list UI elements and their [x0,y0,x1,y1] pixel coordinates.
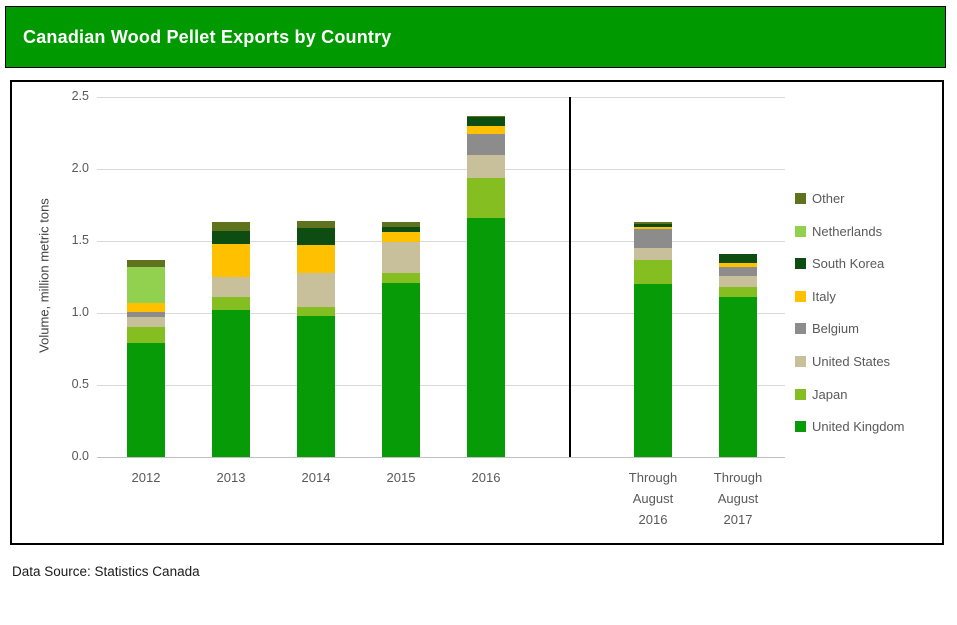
chart-title-bar: Canadian Wood Pellet Exports by Country [5,6,946,68]
legend-label: Belgium [812,320,859,336]
bar-segment-japan [382,273,420,283]
y-tick-label: 2.0 [71,161,89,175]
legend-item-netherlands: Netherlands [795,221,882,241]
bar-segment-united-kingdom [382,283,420,457]
bar-segment-united-states [634,248,672,260]
bar-segment-united-kingdom [719,297,757,457]
x-tick-label: 2012 [131,470,161,485]
bar-segment-united-kingdom [212,310,250,457]
bar-segment-south-korea [212,231,250,244]
legend-label: United States [812,353,891,369]
bar-segment-south-korea [382,227,420,232]
bar-segment-south-korea [297,228,335,245]
legend-label: United Kingdom [812,418,905,434]
chart-panel: Volume, million metric tons 0.0 0.5 1.0 1.5… [10,80,944,545]
data-source-note: Data Source: Statistics Canada [12,564,200,579]
plot-area: Volume, million metric tons 0.0 0.5 1.0 1.5… [12,82,942,543]
legend-item-south-korea: South Korea [795,253,884,273]
legend-swatch [795,225,806,237]
gridline [97,241,785,242]
y-tick-label: 1.5 [71,233,89,247]
bar-segment-italy [297,245,335,273]
legend-item-united-states: United States [795,351,890,371]
bar-segment-united-kingdom [467,218,505,457]
bar-segment-netherlands [127,267,165,303]
bar-segment-italy [382,232,420,242]
bar-segment-south-korea [467,117,505,126]
gridline [97,97,785,98]
legend-item-belgium: Belgium [795,318,859,338]
x-tick-label: 2013 [216,470,246,485]
gridline [97,169,785,170]
legend-swatch [795,257,806,269]
x-tick-label: 2015 [386,470,416,485]
bar-segment-italy [467,126,505,134]
bar-segment-italy [634,227,672,229]
bar-segment-italy [719,263,757,267]
period-divider-line [569,97,571,457]
bar-segment-japan [634,260,672,284]
legend-swatch [795,192,806,204]
legend-item-united-kingdom: United Kingdom [795,416,905,436]
x-tick-label: 2014 [301,470,331,485]
y-axis-title: Volume, million metric tons [36,198,52,353]
bar-segment-italy [127,303,165,312]
legend-label: South Korea [812,255,885,271]
y-tick-label: 0.0 [71,449,89,463]
legend-item-other: Other [795,188,845,208]
bar-segment-other [467,116,505,117]
legend-item-japan: Japan [795,384,847,404]
bar-segment-united-states [719,276,757,287]
bar-segment-other [212,222,250,231]
bar-segment-belgium [634,229,672,248]
bar-segment-japan [297,307,335,316]
bar-segment-other [634,222,672,224]
legend-label: Italy [812,288,836,304]
x-tick-label: Through August 2017 [713,470,763,527]
y-tick-label: 0.5 [71,377,89,391]
gridline [97,313,785,314]
bar-segment-united-states [212,277,250,297]
y-tick-label: 1.0 [71,305,89,319]
bar-segment-belgium [127,312,165,317]
gridline [97,385,785,386]
legend-label: Other [812,190,845,206]
bar-segment-united-kingdom [127,343,165,457]
legend-item-italy: Italy [795,286,836,306]
bar-segment-japan [212,297,250,310]
gridline [97,457,785,458]
bar-segment-united-states [297,273,335,307]
bar-segment-other [127,260,165,267]
bar-segment-united-kingdom [297,316,335,457]
bar-segment-japan [719,287,757,297]
bar-segment-japan [127,327,165,343]
x-tick-label: Through August 2016 [628,470,678,527]
chart-title: Canadian Wood Pellet Exports by Country [23,26,392,47]
bar-segment-united-states [467,155,505,178]
legend-label: Netherlands [812,223,883,239]
legend-label: Japan [812,386,848,402]
bar-segment-japan [467,178,505,218]
bar-segment-south-korea [719,254,757,263]
bar-segment-united-states [382,242,420,273]
bar-segment-united-kingdom [634,284,672,457]
legend-swatch [795,322,806,334]
bar-segment-italy [212,244,250,277]
bar-segment-belgium [467,134,505,155]
legend-swatch [795,420,806,432]
x-tick-label: 2016 [471,470,501,485]
bar-segment-other [297,221,335,228]
bar-segment-south-korea [634,224,672,227]
legend-swatch [795,355,806,367]
bar-segment-united-states [127,317,165,327]
legend-swatch [795,388,806,400]
bar-segment-other [382,222,420,227]
bar-segment-belgium [719,267,757,276]
y-tick-label: 2.5 [71,89,89,103]
legend-swatch [795,290,806,302]
